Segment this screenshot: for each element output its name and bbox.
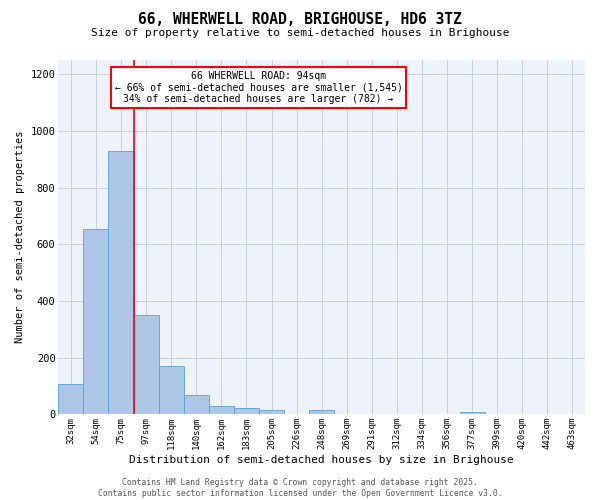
Bar bbox=[184, 394, 209, 414]
X-axis label: Distribution of semi-detached houses by size in Brighouse: Distribution of semi-detached houses by … bbox=[129, 455, 514, 465]
Bar bbox=[83, 228, 109, 414]
Y-axis label: Number of semi-detached properties: Number of semi-detached properties bbox=[15, 131, 25, 344]
Bar bbox=[209, 406, 234, 414]
Text: Size of property relative to semi-detached houses in Brighouse: Size of property relative to semi-detach… bbox=[91, 28, 509, 38]
Bar bbox=[158, 366, 184, 414]
Bar bbox=[460, 412, 485, 414]
Text: 66, WHERWELL ROAD, BRIGHOUSE, HD6 3TZ: 66, WHERWELL ROAD, BRIGHOUSE, HD6 3TZ bbox=[138, 12, 462, 28]
Text: Contains HM Land Registry data © Crown copyright and database right 2025.
Contai: Contains HM Land Registry data © Crown c… bbox=[98, 478, 502, 498]
Bar bbox=[234, 408, 259, 414]
Bar bbox=[58, 384, 83, 414]
Bar bbox=[109, 150, 134, 414]
Bar bbox=[134, 315, 158, 414]
Bar bbox=[259, 410, 284, 414]
Bar bbox=[309, 410, 334, 414]
Text: 66 WHERWELL ROAD: 94sqm
← 66% of semi-detached houses are smaller (1,545)
34% of: 66 WHERWELL ROAD: 94sqm ← 66% of semi-de… bbox=[115, 70, 403, 104]
